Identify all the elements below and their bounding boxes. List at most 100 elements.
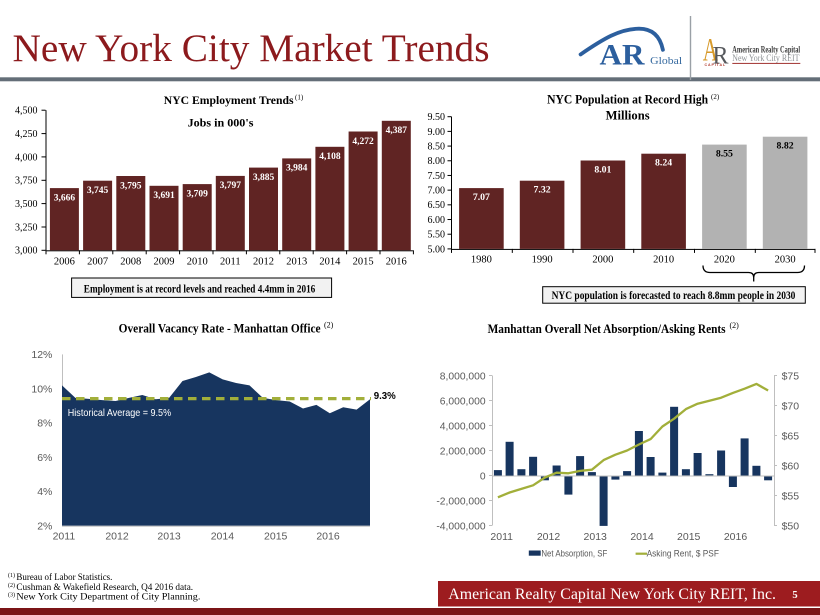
svg-text:12%: 12% bbox=[31, 349, 52, 361]
svg-text:American Realty Capital: American Realty Capital bbox=[732, 45, 800, 55]
svg-text:4%: 4% bbox=[37, 486, 52, 498]
svg-text:2000: 2000 bbox=[592, 255, 613, 266]
svg-text:9.50: 9.50 bbox=[428, 112, 446, 123]
svg-text:$70: $70 bbox=[782, 400, 800, 412]
svg-text:4,500: 4,500 bbox=[15, 106, 38, 117]
svg-text:$50: $50 bbox=[782, 520, 800, 532]
svg-text:4,000: 4,000 bbox=[15, 152, 38, 163]
svg-text:2007: 2007 bbox=[87, 257, 108, 268]
svg-text:3,709: 3,709 bbox=[187, 189, 209, 199]
svg-text:3,750: 3,750 bbox=[15, 176, 38, 187]
svg-text:0: 0 bbox=[480, 471, 486, 482]
svg-text:9.00: 9.00 bbox=[428, 127, 446, 138]
svg-text:3,691: 3,691 bbox=[153, 191, 175, 201]
svg-text:2012: 2012 bbox=[537, 531, 561, 543]
svg-text:New York City REIT: New York City REIT bbox=[732, 53, 800, 63]
svg-text:$55: $55 bbox=[782, 490, 800, 502]
svg-text:R: R bbox=[713, 42, 729, 69]
svg-text:3,795: 3,795 bbox=[120, 181, 142, 191]
svg-text:(2): (2) bbox=[730, 321, 740, 330]
svg-text:(2): (2) bbox=[324, 321, 334, 330]
svg-text:Asking Rent, $ PSF: Asking Rent, $ PSF bbox=[647, 549, 719, 560]
svg-text:$75: $75 bbox=[782, 370, 800, 382]
svg-text:(2): (2) bbox=[711, 93, 720, 101]
svg-text:2009: 2009 bbox=[154, 257, 175, 268]
svg-text:(3): (3) bbox=[8, 591, 15, 598]
svg-text:1980: 1980 bbox=[471, 255, 492, 266]
svg-text:5.50: 5.50 bbox=[428, 230, 446, 241]
svg-text:2008: 2008 bbox=[120, 257, 141, 268]
svg-text:6%: 6% bbox=[37, 452, 52, 464]
svg-text:A: A bbox=[703, 32, 718, 68]
svg-text:$60: $60 bbox=[782, 460, 800, 472]
svg-text:2012: 2012 bbox=[253, 257, 274, 268]
svg-text:Millions: Millions bbox=[606, 108, 650, 122]
svg-text:3,745: 3,745 bbox=[87, 186, 109, 196]
svg-text:6.00: 6.00 bbox=[428, 215, 446, 226]
svg-text:3,250: 3,250 bbox=[15, 222, 38, 233]
svg-text:2%: 2% bbox=[37, 521, 52, 533]
svg-text:2011: 2011 bbox=[490, 531, 513, 543]
svg-text:2014: 2014 bbox=[630, 531, 654, 543]
svg-text:2016: 2016 bbox=[316, 531, 340, 543]
svg-text:2012: 2012 bbox=[105, 531, 129, 543]
svg-text:2016: 2016 bbox=[724, 531, 748, 543]
svg-text:New York City Department of Ci: New York City Department of City Plannin… bbox=[16, 592, 200, 603]
svg-text:2015: 2015 bbox=[264, 531, 288, 543]
svg-text:Cushman & Wakefield Research,: Cushman & Wakefield Research, Q4 2016 da… bbox=[16, 582, 193, 593]
svg-text:New York City Market Trends: New York City Market Trends bbox=[13, 27, 490, 70]
svg-text:7.07: 7.07 bbox=[473, 192, 490, 203]
svg-text:American Realty Capital New Yo: American Realty Capital New York City RE… bbox=[448, 586, 776, 603]
svg-text:(2): (2) bbox=[8, 582, 15, 589]
svg-text:-4,000,000: -4,000,000 bbox=[436, 521, 486, 532]
svg-text:8.82: 8.82 bbox=[777, 141, 794, 152]
svg-text:7.32: 7.32 bbox=[534, 185, 551, 196]
svg-text:Employment is at record levels: Employment is at record levels and reach… bbox=[84, 284, 316, 296]
svg-text:(1): (1) bbox=[295, 94, 304, 102]
svg-text:7.00: 7.00 bbox=[428, 186, 446, 197]
svg-text:NYC Employment Trends: NYC Employment Trends bbox=[164, 93, 294, 107]
svg-text:8.24: 8.24 bbox=[655, 158, 672, 169]
svg-text:NYC population is forecasted t: NYC population is forecasted to reach 8.… bbox=[552, 290, 796, 302]
svg-text:5.00: 5.00 bbox=[428, 244, 446, 255]
svg-text:-2,000,000: -2,000,000 bbox=[436, 496, 486, 507]
svg-text:2011: 2011 bbox=[53, 531, 76, 543]
svg-text:CAPITAL: CAPITAL bbox=[705, 63, 727, 67]
svg-text:4,272: 4,272 bbox=[352, 137, 374, 147]
svg-text:Historical Average = 9.5%: Historical Average = 9.5% bbox=[68, 407, 171, 419]
svg-text:NYC Population at Record High: NYC Population at Record High bbox=[547, 93, 708, 107]
svg-text:2016: 2016 bbox=[386, 257, 407, 268]
svg-text:3,984: 3,984 bbox=[286, 164, 308, 174]
svg-text:8,000,000: 8,000,000 bbox=[440, 371, 486, 382]
svg-text:Jobs in 000's: Jobs in 000's bbox=[188, 116, 254, 130]
svg-text:4,250: 4,250 bbox=[15, 129, 38, 140]
svg-text:2006: 2006 bbox=[54, 257, 75, 268]
svg-text:6,000,000: 6,000,000 bbox=[440, 396, 486, 407]
svg-text:Bureau of Labor Statistics.: Bureau of Labor Statistics. bbox=[16, 572, 112, 583]
svg-text:$65: $65 bbox=[782, 430, 800, 442]
svg-text:3,500: 3,500 bbox=[15, 199, 38, 210]
svg-text:2014: 2014 bbox=[211, 531, 235, 543]
svg-text:10%: 10% bbox=[31, 383, 52, 395]
svg-text:2014: 2014 bbox=[319, 257, 341, 268]
svg-text:2030: 2030 bbox=[775, 255, 796, 266]
svg-text:8.01: 8.01 bbox=[594, 165, 611, 176]
svg-text:2013: 2013 bbox=[157, 531, 181, 543]
svg-text:Overall Vacancy Rate - Manhatt: Overall Vacancy Rate - Manhattan Office bbox=[119, 321, 321, 336]
svg-text:2015: 2015 bbox=[677, 531, 701, 543]
svg-text:8.50: 8.50 bbox=[428, 141, 446, 152]
svg-text:2020: 2020 bbox=[714, 255, 735, 266]
svg-text:9.3%: 9.3% bbox=[374, 391, 396, 402]
svg-text:4,108: 4,108 bbox=[319, 152, 341, 162]
svg-text:8%: 8% bbox=[37, 418, 52, 430]
svg-text:3,797: 3,797 bbox=[220, 181, 242, 191]
svg-text:8.00: 8.00 bbox=[428, 156, 446, 167]
svg-text:2013: 2013 bbox=[286, 257, 307, 268]
svg-text:4,387: 4,387 bbox=[386, 126, 408, 136]
svg-text:2015: 2015 bbox=[353, 257, 374, 268]
svg-text:5: 5 bbox=[792, 590, 797, 601]
svg-text:3,000: 3,000 bbox=[15, 246, 38, 257]
svg-text:8.55: 8.55 bbox=[716, 149, 733, 160]
svg-text:1990: 1990 bbox=[532, 255, 553, 266]
svg-text:Manhattan Overall Net Absorpti: Manhattan Overall Net Absorption/Asking … bbox=[488, 321, 726, 336]
